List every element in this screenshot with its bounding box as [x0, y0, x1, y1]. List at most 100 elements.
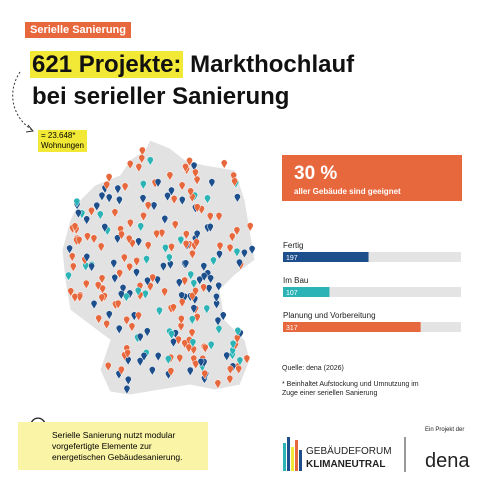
pin — [201, 343, 209, 354]
pin — [143, 255, 150, 265]
bar-track — [283, 252, 461, 262]
pin — [97, 210, 104, 220]
pin — [118, 366, 125, 376]
annotation-value: = 23.648* — [41, 131, 76, 140]
pin — [241, 249, 248, 259]
pin — [118, 230, 125, 241]
bar-value: 317 — [286, 325, 298, 332]
pin — [229, 340, 237, 350]
pin — [121, 182, 129, 192]
title-highlight: 621 Projekte: — [30, 51, 184, 78]
pin — [182, 259, 190, 269]
pin — [201, 369, 208, 380]
pin — [223, 351, 230, 362]
footnote: * Beinhaltet Aufstockung und Umnutzung i… — [282, 381, 419, 397]
pin — [205, 284, 213, 294]
source: Quelle: dena (2026) — [282, 365, 344, 372]
pin — [98, 293, 106, 304]
pin — [88, 207, 95, 217]
pin — [207, 223, 214, 233]
bar-label: Im Bau — [283, 276, 308, 285]
pin — [70, 262, 77, 273]
pin — [71, 293, 79, 303]
pin — [178, 291, 185, 301]
pin — [226, 243, 234, 254]
pin — [146, 282, 154, 292]
pin — [170, 303, 177, 313]
pin — [178, 181, 186, 191]
pin — [136, 333, 144, 343]
pin — [110, 259, 118, 269]
pin — [176, 354, 183, 364]
pin — [165, 355, 172, 365]
pin — [103, 320, 110, 330]
pin — [207, 274, 214, 284]
pin — [166, 171, 174, 181]
pin — [104, 362, 112, 372]
pin — [133, 268, 140, 278]
pin — [105, 193, 113, 204]
annotation: = 23.648* Wohnungen — [38, 130, 87, 152]
pin — [178, 298, 186, 308]
pin — [192, 287, 199, 297]
pin — [123, 385, 131, 395]
logo-org: dena — [425, 450, 470, 472]
pin — [144, 201, 152, 211]
pin — [193, 238, 200, 248]
pin — [216, 242, 224, 252]
pin — [114, 184, 122, 195]
pin — [106, 310, 113, 320]
pin — [133, 257, 140, 267]
pin — [154, 275, 161, 286]
pin — [220, 311, 227, 321]
pin — [207, 341, 215, 351]
pin — [196, 275, 203, 286]
pin — [156, 306, 163, 317]
pin — [125, 376, 132, 386]
pin — [144, 327, 151, 337]
pin — [124, 349, 131, 359]
pin — [182, 240, 190, 250]
title-line1: 621 Projekte: Markthochlauf — [30, 50, 354, 80]
pin — [226, 375, 234, 385]
bar-track — [283, 287, 461, 297]
pin — [138, 154, 146, 164]
pin — [150, 201, 158, 211]
pin — [154, 352, 162, 362]
pin — [189, 249, 196, 260]
pin — [136, 282, 144, 292]
pin — [98, 274, 106, 284]
map-pins — [65, 146, 256, 395]
pin — [93, 202, 101, 212]
pin — [189, 292, 196, 302]
pin — [208, 178, 216, 188]
bar — [283, 322, 421, 332]
pin — [127, 219, 134, 229]
pin — [71, 222, 79, 232]
pin — [111, 274, 119, 284]
info-text: Serielle Sanierung nutzt modular vorgefe… — [52, 430, 183, 462]
pin — [144, 276, 151, 287]
pin — [233, 226, 241, 236]
pin — [75, 236, 83, 246]
pin — [116, 324, 123, 335]
pin — [66, 244, 73, 255]
pin — [97, 242, 105, 253]
pin — [95, 314, 102, 324]
pin — [236, 356, 244, 367]
pin — [200, 262, 208, 272]
pin — [167, 367, 175, 377]
pin — [182, 163, 189, 173]
pin — [154, 178, 162, 188]
pin — [139, 146, 146, 157]
title-line2: bei serieller Sanierung — [32, 83, 290, 110]
pin — [234, 193, 241, 203]
pin — [189, 338, 197, 348]
pin — [103, 181, 110, 191]
pin — [116, 269, 123, 279]
bar — [283, 252, 369, 262]
pin — [160, 262, 167, 272]
pin — [194, 203, 201, 213]
pin — [178, 315, 185, 325]
pin — [114, 234, 121, 244]
